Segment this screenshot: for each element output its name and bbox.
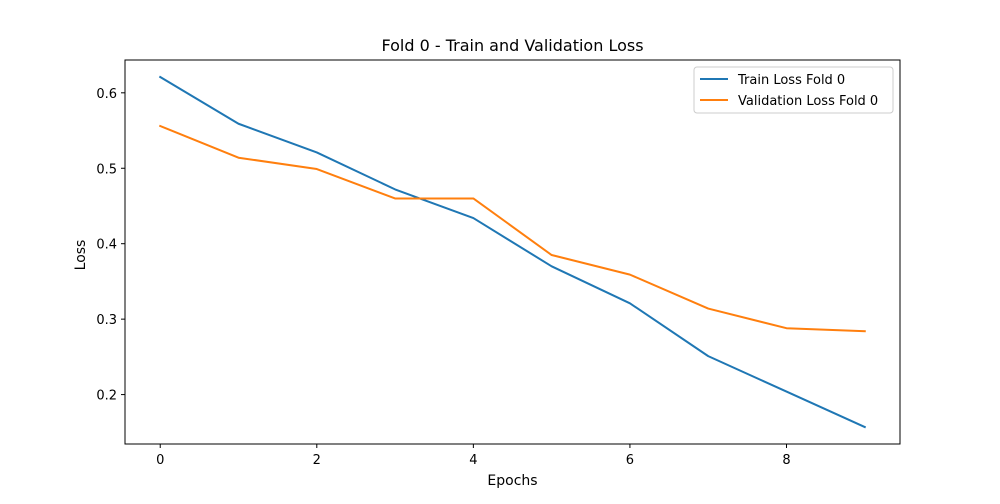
y-tick-label: 0.4 <box>96 238 117 253</box>
plot-area-frame <box>124 59 901 445</box>
x-tick-label: 2 <box>313 453 321 468</box>
y-axis-label: Loss <box>73 240 89 271</box>
x-tick-label: 8 <box>782 453 790 468</box>
x-tick-label: 6 <box>626 453 634 468</box>
x-tick-label: 4 <box>469 453 477 468</box>
x-axis-label: Epochs <box>487 473 537 489</box>
y-tick-label: 0.2 <box>96 389 117 404</box>
legend-entry-label: Validation Loss Fold 0 <box>738 94 878 109</box>
y-tick-label: 0.5 <box>96 162 117 177</box>
chart-title: Fold 0 - Train and Validation Loss <box>381 36 643 55</box>
series-line-train-loss <box>158 75 867 429</box>
y-tick-label: 0.3 <box>96 313 117 328</box>
series-line-validation-loss <box>158 124 866 333</box>
legend-entry-label: Train Loss Fold 0 <box>737 73 845 88</box>
x-tick-label: 0 <box>156 453 164 468</box>
legend-box <box>693 66 894 114</box>
y-tick-label: 0.6 <box>96 87 117 102</box>
